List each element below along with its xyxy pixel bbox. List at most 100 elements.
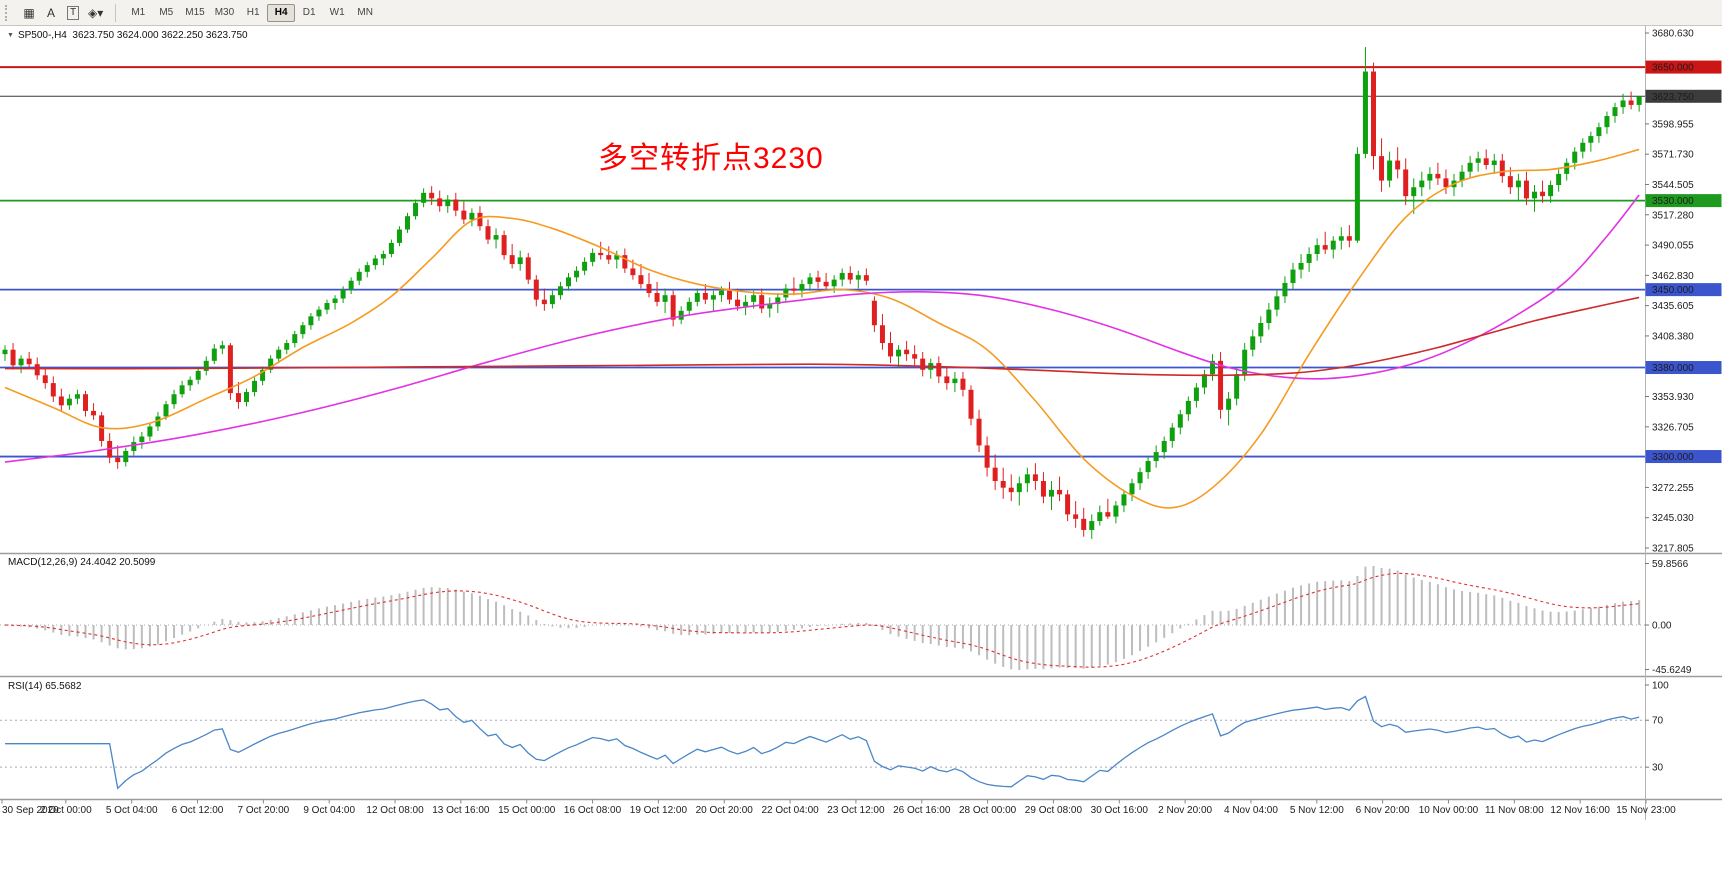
collapse-arrow-icon[interactable]: ▼ xyxy=(7,32,14,39)
macd-name: MACD(12,26,9) xyxy=(8,557,78,568)
macd-scale-label: -45.6249 xyxy=(1652,665,1692,676)
timeframe-button-W1[interactable]: W1 xyxy=(323,4,351,22)
ma-medium-line xyxy=(4,194,1640,463)
y-axis-tick-label: 3353.930 xyxy=(1652,392,1694,403)
text-label-icon: A xyxy=(46,5,55,20)
x-axis-label: 16 Oct 08:00 xyxy=(564,805,622,816)
y-axis-tick-label: 3490.055 xyxy=(1652,241,1694,252)
y-axis-tick-label: 3245.030 xyxy=(1652,513,1694,524)
x-axis-label: 13 Oct 16:00 xyxy=(432,805,490,816)
price-badge-text: 3450.000 xyxy=(1652,285,1694,296)
x-axis-label: 19 Oct 12:00 xyxy=(630,805,688,816)
x-axis-label: 30 Oct 16:00 xyxy=(1091,805,1149,816)
macd-indicator-panel[interactable] xyxy=(0,554,1645,677)
rsi-scale-label: 30 xyxy=(1652,763,1664,774)
y-axis-tick-label: 3408.380 xyxy=(1652,331,1694,342)
x-axis-label: 30 Sep 2020 xyxy=(2,805,59,816)
rsi-line xyxy=(5,695,1640,790)
rsi-name: RSI(14) xyxy=(8,681,43,692)
rsi-value: 65.5682 xyxy=(45,681,82,692)
price-badge-text: 3530.000 xyxy=(1652,196,1694,207)
price-badge-3650.000 xyxy=(1645,60,1722,74)
price-badge-3530.000 xyxy=(1645,194,1722,208)
rsi-indicator-panel[interactable] xyxy=(0,677,1645,800)
toolbar-grip[interactable] xyxy=(5,4,11,21)
x-axis-label: 11 Nov 08:00 xyxy=(1485,805,1544,816)
macd-indicator-label: MACD(12,26,9) 24.4042 20.5099 xyxy=(8,557,155,568)
ma-fast-line xyxy=(4,148,1640,509)
timeframe-buttons-group: M1 M5 M15 M30 H1 H4 D1 W1 MN xyxy=(124,3,379,22)
x-axis-label: 15 Nov 23:00 xyxy=(1616,805,1676,816)
x-axis-label: 4 Nov 04:00 xyxy=(1224,805,1278,816)
text-box-icon: T xyxy=(66,5,80,20)
timeframe-button-D1[interactable]: D1 xyxy=(295,4,323,22)
y-axis-tick-label: 3571.730 xyxy=(1652,150,1694,161)
symbol-ohlc-text: SP500-,H4 3623.750 3624.000 3622.250 362… xyxy=(17,30,248,41)
timeframe-button-H4[interactable]: H4 xyxy=(267,3,296,22)
price-scale[interactable] xyxy=(1645,26,1722,820)
price-badge-3300.000 xyxy=(1645,450,1722,464)
panel-frames xyxy=(0,26,1722,820)
rsi-indicator-label: RSI(14) 65.5682 xyxy=(8,681,81,692)
toolbar: ▦ A T ◈▾ M1 M5 M15 M30 H1 H4 D1 W1 MN xyxy=(0,0,1722,26)
text-box-button[interactable]: T xyxy=(62,3,84,23)
timeframe-button-H1[interactable]: H1 xyxy=(239,4,267,22)
x-axis-label: 9 Oct 04:00 xyxy=(303,805,355,816)
x-axis-label: 15 Oct 00:00 xyxy=(498,805,556,816)
x-axis-label: 29 Oct 08:00 xyxy=(1025,805,1083,816)
text-label-button[interactable]: A xyxy=(40,3,62,23)
toolbar-separator xyxy=(115,3,117,22)
shapes-dropdown-button[interactable]: ◈▾ xyxy=(84,3,107,23)
y-axis-tick-label: 3272.255 xyxy=(1652,483,1694,494)
x-axis-label: 12 Nov 16:00 xyxy=(1550,805,1610,816)
y-axis-tick-label: 3544.505 xyxy=(1652,180,1694,191)
main-chart-panel[interactable] xyxy=(0,26,1645,554)
rsi-scale-label: 100 xyxy=(1652,681,1669,692)
ma-slow-line xyxy=(4,296,1640,377)
y-axis-tick-label: 3462.830 xyxy=(1652,271,1694,282)
y-axis-tick-label: 3217.805 xyxy=(1652,544,1694,555)
timeframe-button-M5[interactable]: M5 xyxy=(152,4,180,22)
x-axis-label: 23 Oct 12:00 xyxy=(827,805,885,816)
tile-windows-icon: ▦ xyxy=(23,5,35,20)
x-axis-label: 2 Nov 20:00 xyxy=(1158,805,1212,816)
rsi-scale-label: 70 xyxy=(1652,716,1664,727)
y-axis-tick-label: 3598.955 xyxy=(1652,119,1694,130)
x-axis-label: 12 Oct 08:00 xyxy=(366,805,424,816)
x-axis-label: 5 Oct 04:00 xyxy=(106,805,158,816)
timeframe-button-M30[interactable]: M30 xyxy=(210,4,239,22)
y-axis-tick-label: 3435.605 xyxy=(1652,301,1694,312)
price-badge-3623.750 xyxy=(1645,89,1722,103)
x-axis-label: 2 Oct 00:00 xyxy=(40,805,92,816)
macd-main-value: 24.4042 xyxy=(80,557,117,568)
x-axis-label: 22 Oct 04:00 xyxy=(761,805,819,816)
y-axis-tick-label: 3517.280 xyxy=(1652,210,1694,221)
macd-panel: 59.8566 0.00 -45.6249 xyxy=(0,559,1692,676)
price-badge-text: 3300.000 xyxy=(1652,452,1694,463)
rsi-panel: 100 70 30 xyxy=(0,681,1669,790)
x-axis-label: 28 Oct 00:00 xyxy=(959,805,1017,816)
y-axis-tick-label: 3326.705 xyxy=(1652,422,1694,433)
price-badge-text: 3380.000 xyxy=(1652,363,1694,374)
x-axis-label: 26 Oct 16:00 xyxy=(893,805,951,816)
timeframe-button-MN[interactable]: MN xyxy=(351,4,379,22)
price-badge-text: 3650.000 xyxy=(1652,63,1694,74)
moving-averages xyxy=(4,148,1640,509)
x-axis-label: 20 Oct 20:00 xyxy=(696,805,754,816)
macd-scale-label: 59.8566 xyxy=(1652,559,1689,570)
chart-annotation-text[interactable]: 多空转折点3230 xyxy=(598,142,824,175)
time-axis: 30 Sep 20202 Oct 00:00 5 Oct 04:00 6 Oct 1… xyxy=(1,799,1676,816)
timeframe-button-M15[interactable]: M15 xyxy=(180,4,209,22)
macd-signal-line xyxy=(4,572,1640,668)
shapes-dropdown-icon: ◈▾ xyxy=(88,5,104,20)
time-scale[interactable] xyxy=(0,800,1722,822)
macd-signal-value: 20.5099 xyxy=(119,557,156,568)
x-axis-label: 10 Nov 00:00 xyxy=(1419,805,1479,816)
horizontal-price-lines xyxy=(0,66,1645,458)
drawing-tools-group: ▦ A T ◈▾ xyxy=(18,3,107,23)
price-badge-text: 3623.750 xyxy=(1652,92,1694,103)
tile-windows-button[interactable]: ▦ xyxy=(18,3,40,23)
x-axis-label: 7 Oct 20:00 xyxy=(238,805,290,816)
timeframe-button-M1[interactable]: M1 xyxy=(124,4,152,22)
